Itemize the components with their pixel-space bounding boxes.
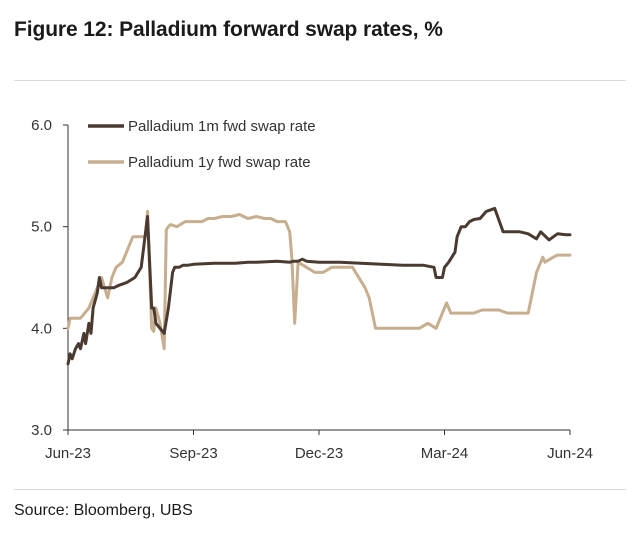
x-ticks: Jun-23 Sep-23 Dec-23 Mar-24 Jun-24 [45,430,593,462]
top-divider [14,80,626,81]
x-tick-label: Dec-23 [295,445,343,462]
x-tick-label: Mar-24 [421,445,469,462]
legend-label: Palladium 1y fwd swap rate [128,154,311,171]
y-tick-label: 6.0 [31,117,52,134]
x-tick-label: Sep-23 [169,445,217,462]
legend-label: Palladium 1m fwd swap rate [128,118,316,135]
x-tick-label: Jun-23 [45,445,91,462]
x-tick-label: Jun-24 [547,445,593,462]
source-note: Source: Bloomberg, UBS [14,502,193,519]
series-group [66,206,572,366]
line-chart: 3.04.05.06.0 Jun-23 Sep-23 Dec-23 Mar-24 Jun… [31,117,593,462]
y-tick-label: 3.0 [31,422,52,439]
y-tick-label: 5.0 [31,219,52,236]
series-line-palladium-1y-fwd [66,209,572,351]
y-ticks: 3.0 4.0 5.0 6.0 [31,117,68,439]
y-tick-label: 4.0 [31,320,52,337]
series-line-palladium-1m-fwd [66,206,572,366]
legend: Palladium 1m fwd swap rate Palladium 1y f… [88,118,316,171]
bottom-divider [14,489,626,490]
chart-title: Figure 12: Palladium forward swap rates,… [14,18,443,41]
